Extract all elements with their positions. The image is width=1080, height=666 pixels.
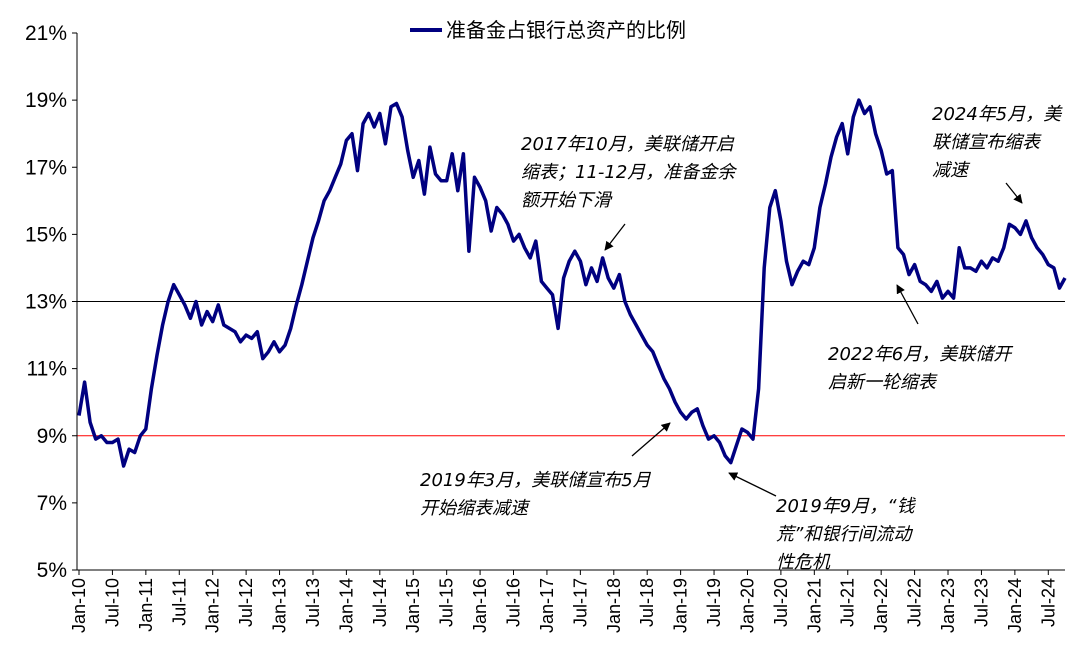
x-tick-label: Jul-19 — [704, 578, 724, 627]
x-tick-label: Jan-17 — [537, 578, 557, 633]
x-tick-label: Jan-20 — [737, 578, 757, 633]
annotation-line: 荒”和银行间流动 — [776, 524, 913, 545]
annotation-arrow — [631, 422, 671, 457]
annotation-line: 2019年9月，“钱 — [776, 496, 917, 517]
x-tick-label: Jan-10 — [69, 578, 89, 633]
annotation-line: 2024年5月，美 — [932, 104, 1063, 125]
x-tick-label: Jul-14 — [370, 578, 390, 627]
y-tick-label: 15% — [25, 223, 67, 246]
x-tick-label: Jan-23 — [938, 578, 958, 633]
annotation-line: 性危机 — [776, 552, 831, 573]
annotation-line: 启新一轮缩表 — [828, 372, 938, 393]
x-tick-label: Jan-16 — [470, 578, 490, 633]
annotation-arrow — [728, 472, 777, 497]
annotation-line: 2022年6月，美联储开 — [828, 344, 1014, 365]
x-tick-label: Jul-17 — [570, 578, 590, 627]
x-tick-label: Jan-21 — [804, 578, 824, 633]
annotation-line: 开始缩表减速 — [420, 498, 531, 519]
x-tick-label: Jul-10 — [102, 578, 122, 627]
x-tick-label: Jan-13 — [270, 578, 290, 633]
x-tick-label: Jul-16 — [504, 578, 524, 627]
annotation-line: 联储宣布缩表 — [932, 132, 1042, 153]
x-tick-label: Jan-15 — [403, 578, 423, 633]
x-tick-label: Jan-24 — [1005, 578, 1025, 633]
x-tick-label: Jan-11 — [136, 578, 156, 632]
x-tick-label: Jul-22 — [905, 578, 925, 627]
annotation-line: 额开始下滑 — [521, 190, 613, 211]
x-tick-label: Jan-19 — [671, 578, 691, 633]
x-tick-label: Jul-24 — [1038, 578, 1058, 627]
annotation-arrow — [604, 223, 626, 251]
x-tick-label: Jul-13 — [303, 578, 323, 627]
y-axis-ticks: 5% 7% 9% 11% 13% 15% 17% 19% 21% — [25, 22, 77, 582]
legend-label: 准备金占银行总资产的比例 — [446, 18, 686, 42]
x-tick-label: Jan-12 — [203, 578, 223, 633]
x-tick-label: Jan-14 — [336, 578, 356, 633]
x-tick-label: Jul-21 — [838, 578, 858, 627]
x-tick-label: Jul-18 — [637, 578, 657, 627]
annotation-line: 2019年3月，美联储宣布5月 — [420, 470, 652, 491]
series-layer — [77, 98, 1067, 468]
annotation-line: 2017年10月，美联储开启 — [521, 134, 735, 155]
annotation-arrow — [896, 284, 919, 325]
x-tick-label: Jul-20 — [771, 578, 791, 627]
y-tick-label: 17% — [25, 156, 67, 179]
x-tick-label: Jul-11 — [169, 578, 189, 626]
annotation-line: 减速 — [932, 160, 971, 181]
y-tick-label: 5% — [37, 559, 67, 582]
reference-lines — [77, 301, 1065, 437]
x-axis-ticks: Jan-10 Jul-10 Jan-11 Jul-11 Jan-12 Jul-12 Jan-… — [69, 570, 1058, 633]
annotation-line: 缩表；11-12月，准备金余 — [521, 162, 737, 183]
x-tick-label: Jul-15 — [437, 578, 457, 627]
x-tick-label: Jul-12 — [236, 578, 256, 627]
y-tick-label: 21% — [25, 22, 67, 45]
y-tick-label: 19% — [25, 89, 67, 112]
y-tick-label: 9% — [37, 425, 67, 448]
x-tick-label: Jan-18 — [604, 578, 624, 633]
legend: 准备金占银行总资产的比例 — [410, 18, 686, 42]
y-tick-label: 11% — [27, 358, 67, 381]
x-tick-label: Jan-22 — [871, 578, 891, 633]
y-tick-label: 7% — [37, 492, 67, 515]
series-line — [77, 98, 1067, 468]
y-tick-label: 13% — [25, 291, 67, 314]
annotation-arrow — [1005, 182, 1023, 204]
x-tick-label: Jul-23 — [971, 578, 991, 627]
